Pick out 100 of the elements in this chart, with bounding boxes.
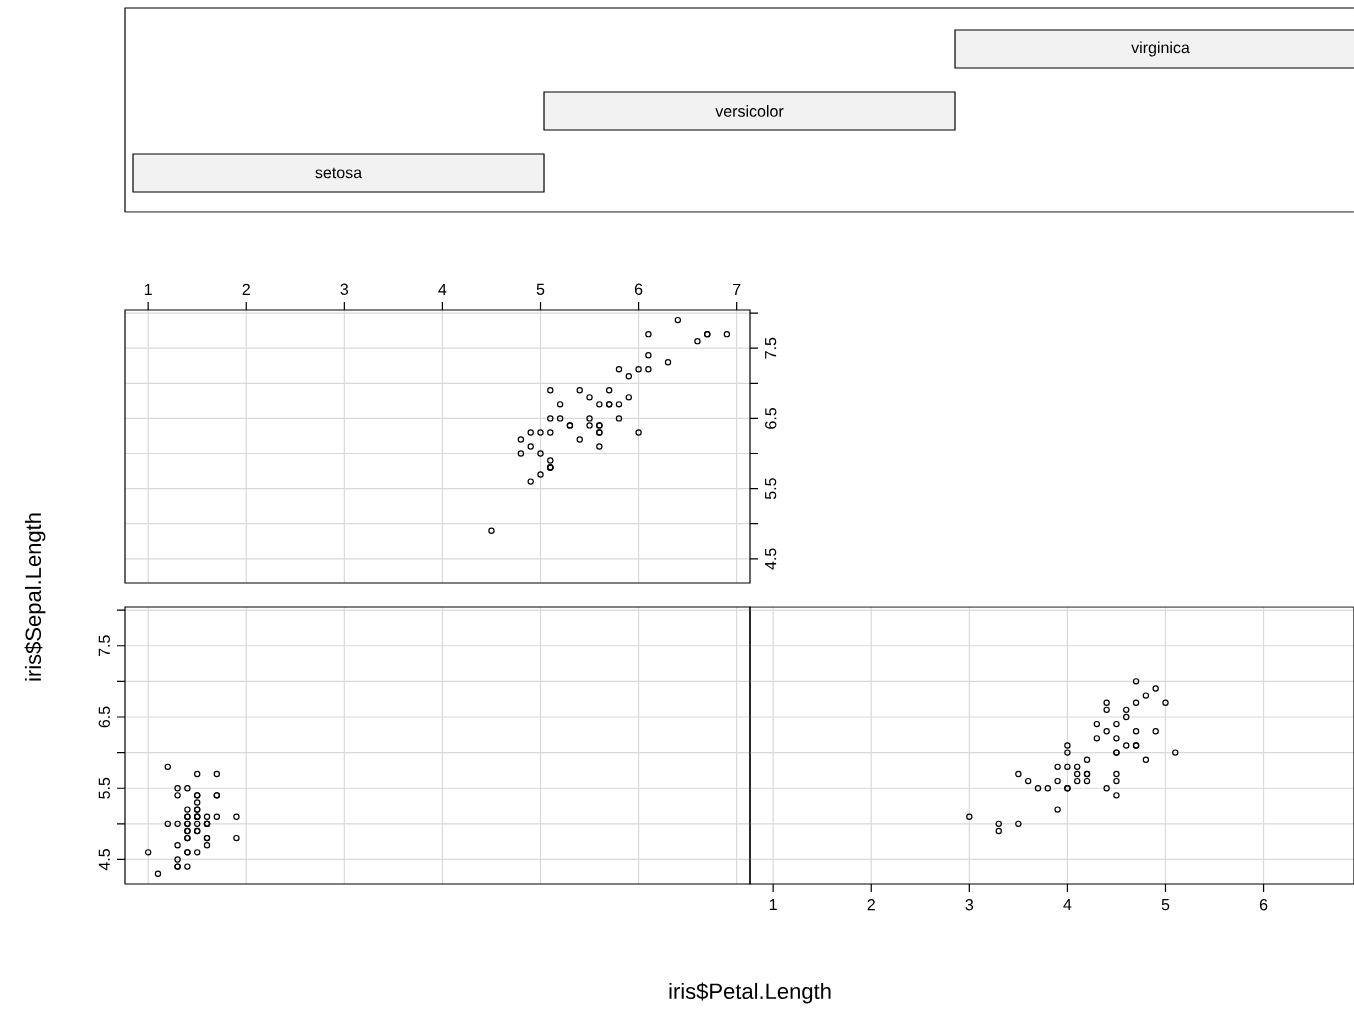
y-tick-label: 7.5: [765, 337, 777, 359]
x-tick-label: 5: [1161, 899, 1170, 911]
point: [625, 394, 632, 401]
text: virginica: [1131, 41, 1190, 57]
point: [203, 842, 211, 849]
y-tick-label: 4.5: [765, 548, 777, 570]
point: [995, 827, 1002, 835]
point: [674, 316, 682, 324]
point: [1132, 728, 1140, 735]
point: [213, 770, 221, 778]
point: [615, 366, 623, 373]
text: versicolor: [715, 105, 784, 117]
point: [1024, 777, 1032, 785]
point: [488, 527, 495, 534]
point: [664, 359, 672, 366]
point: [576, 436, 583, 443]
point: [547, 457, 554, 464]
point: [527, 429, 534, 436]
point: [194, 799, 201, 806]
point: [1074, 777, 1081, 785]
point: [154, 870, 162, 877]
x-tick-label: 4: [438, 283, 447, 295]
point: [233, 813, 240, 820]
x-tick-label: 1: [769, 899, 777, 911]
point: [596, 443, 603, 450]
point: [547, 387, 554, 394]
point: [527, 478, 534, 485]
point: [966, 813, 973, 820]
y-tick-label: 7.5: [98, 635, 110, 657]
point: [1142, 756, 1150, 763]
point: [1123, 742, 1130, 749]
point: [1064, 749, 1071, 756]
point: [1113, 735, 1120, 742]
point: [174, 856, 181, 863]
point: [184, 806, 191, 813]
point: [1103, 785, 1110, 792]
point: [203, 813, 211, 820]
x-tick-label: 3: [965, 899, 974, 911]
point: [1113, 792, 1120, 799]
point: [586, 394, 593, 401]
point: [547, 429, 554, 436]
point: [1074, 763, 1081, 771]
point: [1044, 785, 1051, 792]
point: [1064, 763, 1071, 771]
point: [213, 813, 221, 820]
y-tick-label: 4.5: [98, 849, 110, 871]
x-tick-label: 3: [340, 283, 349, 295]
point: [635, 366, 642, 373]
point: [1103, 699, 1110, 706]
point: [1034, 785, 1042, 792]
y-tick-label: 6.5: [765, 407, 777, 429]
point: [694, 337, 701, 345]
x-axis-title: iris$Petal.Length: [669, 982, 831, 1004]
x-tick-label: 7: [733, 283, 741, 295]
point: [556, 415, 564, 422]
point: [1054, 777, 1061, 785]
point: [645, 352, 652, 359]
point: [164, 820, 171, 828]
point: [184, 863, 191, 870]
point: [233, 834, 240, 842]
point: [537, 429, 544, 436]
point: [1093, 720, 1101, 728]
point: [635, 429, 642, 436]
point: [723, 330, 731, 338]
point: [537, 471, 544, 478]
point: [1132, 678, 1140, 685]
point: [586, 422, 593, 429]
y-tick-label: 6.5: [98, 706, 110, 728]
point: [194, 820, 201, 828]
point: [625, 373, 632, 380]
point: [174, 785, 181, 792]
point: [1113, 770, 1120, 778]
point: [1172, 749, 1179, 756]
point: [586, 415, 593, 422]
point: [1083, 777, 1091, 785]
point: [556, 401, 564, 408]
point: [1054, 763, 1061, 771]
y-tick-label: 5.5: [765, 478, 777, 500]
point: [615, 401, 623, 408]
point: [605, 387, 613, 394]
x-tick-label: 4: [1063, 899, 1072, 911]
x-tick-label: 6: [634, 283, 643, 295]
y-tick-label: 5.5: [98, 777, 110, 799]
point: [1093, 735, 1101, 742]
point: [1015, 770, 1022, 778]
text: setosa: [315, 167, 363, 179]
point: [1132, 699, 1140, 706]
point: [517, 436, 525, 443]
point: [1113, 777, 1120, 785]
point: [1064, 742, 1071, 749]
point: [1162, 699, 1169, 706]
point: [1152, 685, 1159, 692]
point: [547, 415, 554, 422]
point: [1123, 713, 1130, 721]
x-tick-label: 2: [242, 283, 250, 295]
point: [194, 770, 201, 778]
point: [184, 785, 191, 792]
x-tick-label: 5: [536, 283, 545, 295]
point: [194, 849, 201, 856]
x-tick-label: 2: [867, 899, 875, 911]
